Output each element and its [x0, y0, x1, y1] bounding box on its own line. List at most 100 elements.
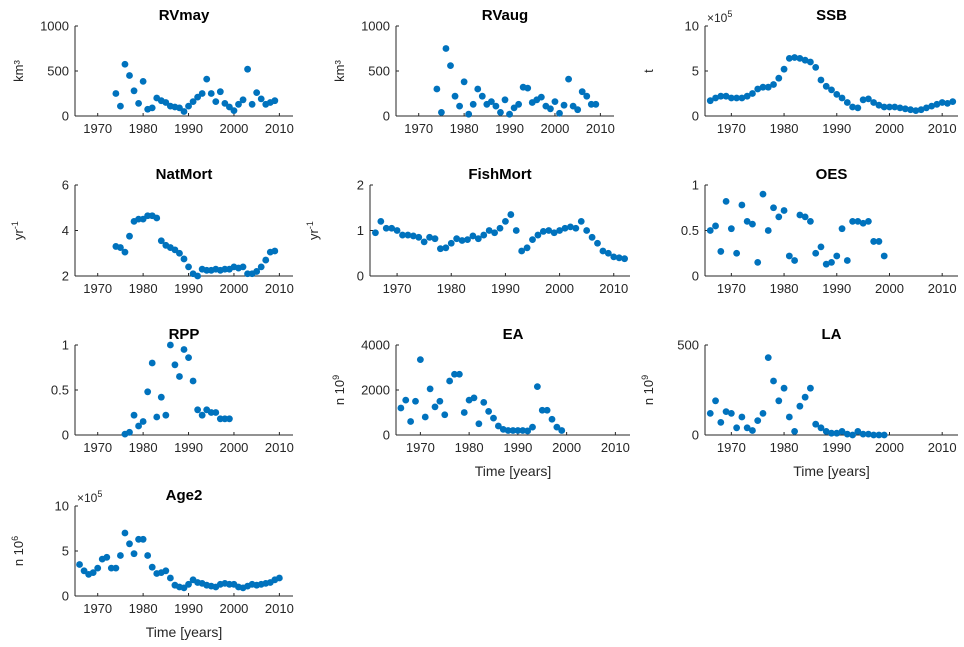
data-point — [785, 55, 793, 62]
data-point — [764, 83, 772, 91]
y-axis-label: t — [641, 69, 656, 73]
data-point — [738, 413, 746, 421]
data-point — [180, 255, 188, 263]
data-point — [785, 413, 793, 421]
data-point — [117, 102, 124, 110]
subplot-title: NatMort — [156, 166, 213, 183]
data-point — [822, 428, 830, 435]
data-point — [399, 231, 406, 239]
y-tick-label: 1 — [357, 223, 364, 238]
x-tick-label: 1980 — [129, 601, 158, 616]
y-axis-label: yr-1 — [305, 221, 321, 240]
x-tick-label: 1990 — [822, 121, 851, 136]
data-point — [933, 100, 941, 108]
data-point — [533, 383, 541, 391]
data-point — [478, 92, 486, 100]
data-point — [504, 427, 512, 434]
data-point — [749, 90, 756, 97]
data-point — [529, 236, 536, 244]
data-point — [764, 354, 772, 361]
data-point — [743, 218, 751, 225]
data-point — [727, 225, 735, 233]
data-point — [864, 430, 872, 438]
data-point — [135, 422, 142, 430]
x-tick-label: 1980 — [129, 440, 158, 455]
data-point — [833, 91, 841, 98]
data-point — [801, 213, 809, 221]
x-tick-label: 2010 — [265, 281, 294, 296]
y-tick-label: 1 — [692, 178, 699, 193]
data-point — [551, 98, 559, 105]
data-point — [801, 56, 809, 64]
data-point — [807, 384, 814, 392]
data-point — [194, 406, 202, 414]
data-point — [176, 249, 183, 257]
x-axis-label: Time [years] — [475, 463, 552, 479]
data-point — [764, 227, 772, 234]
y-tick-label: 4 — [62, 223, 69, 238]
data-point — [460, 409, 468, 416]
data-point — [891, 103, 899, 111]
x-tick-label: 1970 — [717, 440, 746, 455]
data-point — [480, 398, 488, 406]
data-point — [944, 100, 951, 107]
data-point — [180, 108, 188, 115]
data-point — [130, 411, 138, 419]
data-point — [833, 429, 841, 437]
y-tick-label: 500 — [47, 64, 69, 79]
data-point — [817, 76, 825, 84]
data-point — [474, 85, 482, 93]
data-point — [446, 377, 454, 385]
data-point — [460, 78, 468, 86]
data-point — [870, 99, 878, 106]
data-point — [780, 65, 788, 73]
data-point — [485, 227, 493, 234]
data-point — [212, 409, 220, 416]
data-point — [775, 74, 783, 82]
axis-multiplier: ×105 — [707, 9, 732, 25]
subplot-title: RPP — [169, 326, 200, 343]
data-point — [144, 552, 152, 559]
data-point — [780, 207, 788, 214]
y-tick-label: 1000 — [361, 19, 390, 34]
data-point — [796, 55, 804, 62]
data-point — [896, 104, 904, 112]
x-tick-label: 1990 — [491, 281, 520, 296]
data-point — [733, 424, 741, 432]
data-point — [556, 227, 563, 234]
y-tick-label: 5 — [62, 544, 69, 559]
data-point — [610, 253, 618, 261]
data-point — [743, 92, 751, 100]
data-point — [594, 239, 601, 247]
data-point — [828, 86, 835, 94]
data-point — [759, 83, 767, 91]
data-point — [180, 346, 188, 353]
x-axis-label: Time [years] — [146, 624, 223, 640]
data-point — [722, 408, 730, 415]
data-point — [372, 229, 379, 237]
data-point — [226, 415, 233, 423]
data-point — [412, 397, 419, 405]
data-point — [717, 92, 725, 100]
data-point — [76, 561, 83, 568]
y-axis-label: n 109 — [331, 375, 347, 405]
data-point — [754, 258, 762, 266]
data-point — [248, 100, 256, 108]
x-tick-label: 1970 — [83, 601, 112, 616]
data-point — [537, 93, 545, 101]
y-tick-label: 0.5 — [681, 223, 699, 238]
data-point — [117, 552, 124, 559]
data-point — [198, 411, 206, 419]
data-point — [271, 97, 279, 105]
data-point — [89, 569, 97, 576]
data-point — [447, 62, 454, 69]
data-point — [770, 81, 777, 88]
data-point — [253, 89, 261, 96]
data-point — [822, 82, 830, 90]
data-point — [185, 580, 192, 588]
data-point — [538, 406, 546, 414]
x-tick-label: 1970 — [83, 440, 112, 455]
data-point — [494, 422, 502, 430]
data-point — [465, 110, 473, 118]
x-tick-label: 1970 — [83, 121, 112, 136]
